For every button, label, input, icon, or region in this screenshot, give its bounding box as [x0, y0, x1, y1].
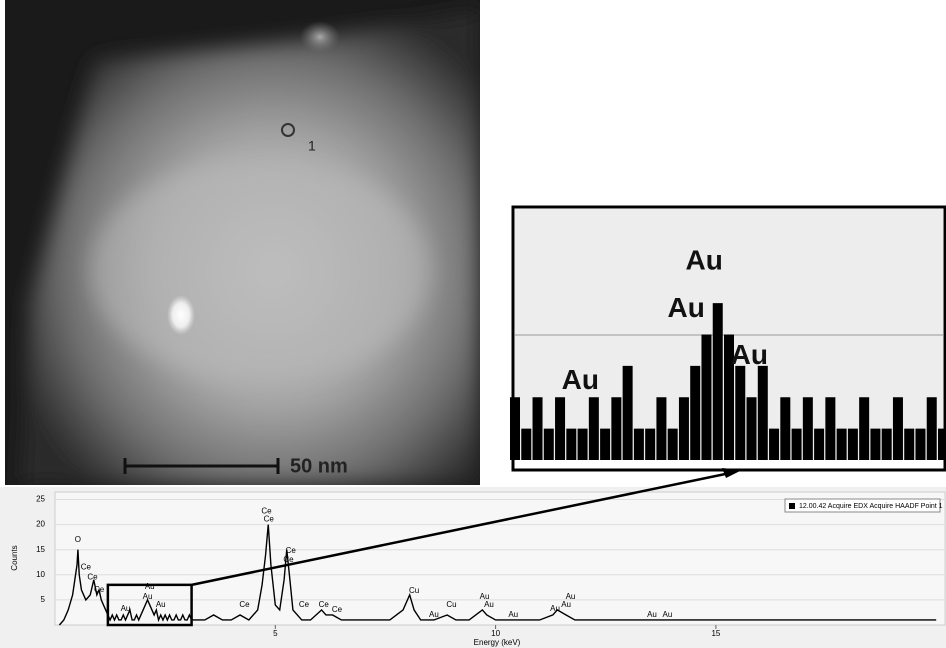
inset-bar: [927, 397, 937, 460]
peak-label: Au: [145, 582, 155, 591]
inset-bar: [904, 429, 914, 460]
peak-label: Ce: [319, 600, 330, 609]
inset-bar: [690, 366, 700, 460]
inset-bar: [713, 303, 723, 460]
inset-bar: [578, 429, 588, 460]
inset-bar: [803, 397, 813, 460]
peak-label: Au: [566, 592, 576, 601]
inset-bar: [814, 429, 824, 460]
inset-bar: [758, 366, 768, 460]
y-axis-label: Counts: [10, 545, 19, 570]
inset-bar: [544, 429, 554, 460]
page: 1 50 nm Counts Energy (keV) 5 10 15 20 25 5 10…: [0, 0, 946, 648]
x-tick-label: 10: [491, 629, 500, 638]
inset-bar: [780, 397, 790, 460]
x-tick-label: 15: [711, 629, 720, 638]
inset-peak-label: Au: [686, 245, 723, 276]
peak-label: Ce: [283, 555, 294, 564]
inset-bar: [848, 429, 858, 460]
figure: 1 50 nm Counts Energy (keV) 5 10 15 20 25 5 10…: [0, 0, 946, 648]
y-tick-label: 10: [36, 570, 45, 579]
peak-label: Au: [484, 600, 494, 609]
inset-bar: [747, 397, 757, 460]
inset-bar: [882, 429, 892, 460]
inset-bar: [837, 429, 847, 460]
inset-bar: [668, 429, 678, 460]
peak-label: Ce: [332, 605, 343, 614]
peak-label: Ce: [239, 600, 250, 609]
inset-bar: [893, 397, 903, 460]
peak-label: Au: [647, 610, 657, 619]
y-tick-label: 20: [36, 520, 45, 529]
micrograph: 1 50 nm: [5, 0, 480, 485]
x-tick-label: 5: [273, 629, 278, 638]
inset-bar: [521, 429, 531, 460]
peak-label: Ce: [87, 572, 98, 581]
peak-label: Au: [156, 600, 166, 609]
inset-bar: [792, 429, 802, 460]
inset-bar: [533, 397, 543, 460]
inset-bar: [769, 429, 779, 460]
inset-bar: [701, 335, 711, 461]
peak-label: O: [75, 535, 81, 544]
inset-peak-label: Au: [562, 364, 599, 395]
peak-label: Ce: [264, 515, 275, 524]
peak-label: Cu: [446, 600, 456, 609]
inset-bar: [611, 397, 621, 460]
legend-swatch: [789, 503, 795, 509]
peak-label: Ce: [81, 562, 92, 571]
inset-bar: [623, 366, 633, 460]
peak-label: Au: [121, 604, 131, 613]
peak-label: Cu: [409, 586, 419, 595]
peak-label: Au: [143, 592, 153, 601]
peak-label: Au: [550, 604, 560, 613]
inset-bar: [634, 429, 644, 460]
inset-bar: [859, 397, 869, 460]
y-tick-label: 25: [36, 495, 45, 504]
inset-bar: [555, 397, 565, 460]
inset-bar: [589, 397, 599, 460]
inset-peak-label: Au: [731, 339, 768, 370]
inset-bar: [656, 397, 666, 460]
inset-bar: [735, 366, 745, 460]
y-tick-label: 15: [36, 545, 45, 554]
inset-bar: [915, 429, 925, 460]
peak-label: Au: [508, 610, 518, 619]
peak-label: Ce: [94, 585, 105, 594]
inset-bar: [938, 429, 946, 460]
inset-bar: [645, 429, 655, 460]
inset-bar: [870, 429, 880, 460]
inset-bar: [600, 429, 610, 460]
inset-bar: [510, 397, 520, 460]
scale-bar-label: 50 nm: [290, 455, 348, 477]
y-tick-label: 5: [41, 595, 46, 604]
peak-label: Ce: [286, 546, 297, 555]
peak-label: Au: [663, 610, 673, 619]
legend-label: 12.00.42 Acquire EDX Acquire HAADF Point…: [799, 503, 943, 510]
x-axis-label: Energy (keV): [474, 638, 521, 647]
point-label: 1: [308, 138, 316, 154]
inset-bar: [679, 397, 689, 460]
inset-peak-label: Au: [668, 292, 705, 323]
peak-label: Au: [561, 600, 571, 609]
peak-label: Au: [429, 610, 439, 619]
peak-label: Ce: [299, 600, 310, 609]
inset-bar: [825, 397, 835, 460]
inset-bar: [566, 429, 576, 460]
